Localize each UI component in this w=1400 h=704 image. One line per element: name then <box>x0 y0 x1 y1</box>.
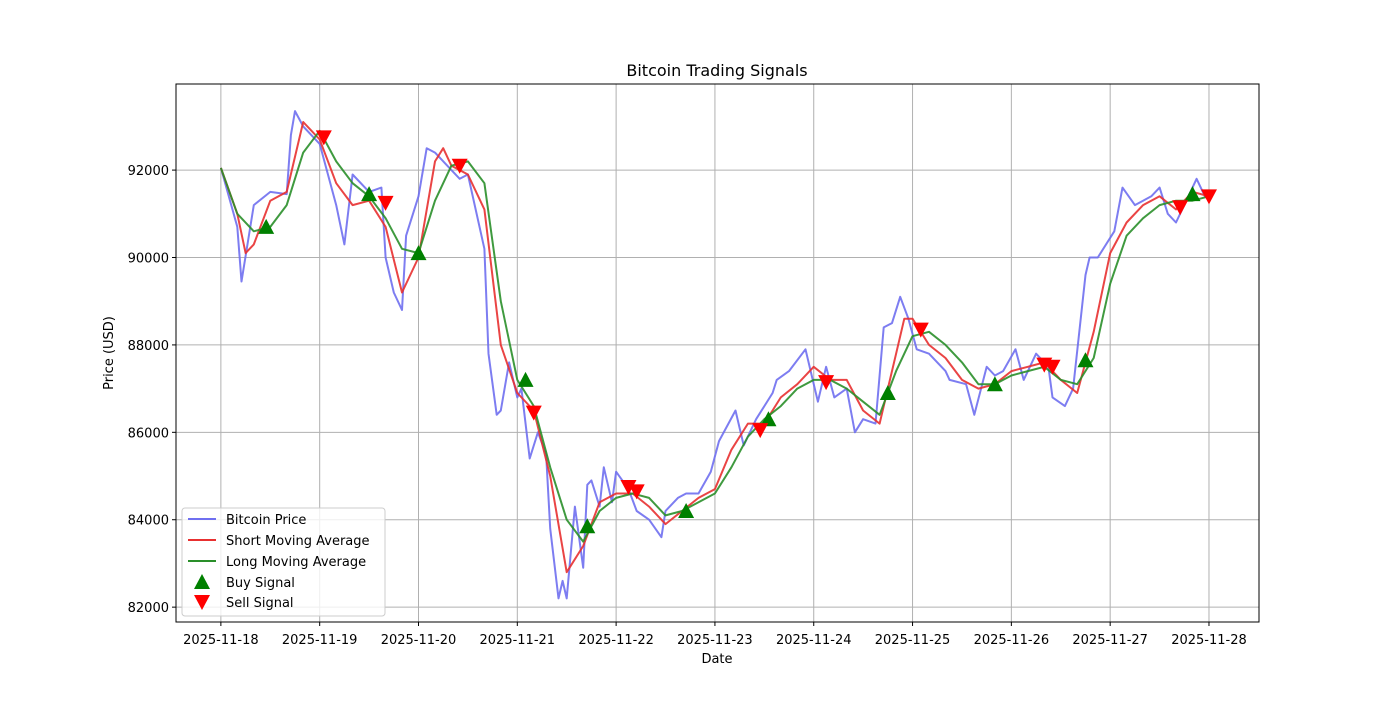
sell-signal-marker <box>628 484 645 500</box>
x-tick-label: 2025-11-28 <box>1171 633 1247 648</box>
y-tick-label: 92000 <box>128 164 169 179</box>
sell-signal-marker <box>1200 189 1217 205</box>
legend-box <box>181 507 386 617</box>
legend-short-ma-label: Short Moving Average <box>226 534 370 549</box>
sell-signal-marker <box>1044 359 1061 375</box>
x-tick-label: 2025-11-21 <box>480 633 556 648</box>
legend-price-label: Bitcoin Price <box>226 513 306 528</box>
sell-signal-marker <box>752 423 769 439</box>
sell-signal-marker <box>620 479 637 495</box>
buy-signal-marker <box>517 371 534 387</box>
x-tick-label: 2025-11-27 <box>1072 633 1148 648</box>
legend-buy-triangle-icon <box>194 574 210 589</box>
y-tick-label: 82000 <box>128 601 169 616</box>
y-tick-label: 86000 <box>128 426 169 441</box>
short-ma-line <box>219 121 1210 574</box>
y-tick-label: 90000 <box>128 252 169 267</box>
buy-signal-marker <box>579 518 596 534</box>
sell-signal-marker <box>525 405 542 421</box>
sell-signal-marker <box>1172 200 1189 216</box>
sell-signal-marker <box>315 130 332 146</box>
chart-title: Bitcoin Trading Signals <box>626 61 807 80</box>
x-tick-label: 2025-11-24 <box>776 633 852 648</box>
sell-signal-marker <box>912 322 929 338</box>
x-axis-label: Date <box>701 652 732 667</box>
buy-signal-marker <box>879 384 896 400</box>
legend-sell-triangle-icon <box>194 595 210 610</box>
buy-signal-marker <box>1184 186 1201 202</box>
y-tick-label: 84000 <box>128 514 169 529</box>
legend-sell-label: Sell Signal <box>226 596 294 611</box>
x-tick-label: 2025-11-26 <box>974 633 1050 648</box>
legend: Bitcoin Price Short Moving Average Long … <box>181 507 386 617</box>
x-tick-label: 2025-11-20 <box>381 633 457 648</box>
y-axis-label: Price (USD) <box>102 316 117 390</box>
x-tick-label: 2025-11-22 <box>578 633 654 648</box>
x-tick-label: 2025-11-18 <box>183 633 259 648</box>
buy-signal-marker <box>410 245 427 261</box>
signal-markers <box>258 130 1217 534</box>
buy-signal-marker <box>361 186 378 202</box>
sell-signal-marker <box>818 375 835 391</box>
legend-buy-label: Buy Signal <box>226 576 295 591</box>
buy-signal-marker <box>258 218 275 234</box>
grid <box>176 84 1259 622</box>
buy-signal-marker <box>1077 352 1094 368</box>
buy-signal-marker <box>986 376 1003 392</box>
y-tick-label: 88000 <box>128 339 169 354</box>
x-axis-ticks: 2025-11-18 2025-11-19 2025-11-20 2025-11-21… <box>183 622 1247 648</box>
buy-signal-marker <box>760 411 777 427</box>
buy-signal-marker <box>678 502 695 518</box>
legend-long-ma-label: Long Moving Average <box>226 555 366 570</box>
sell-signal-marker <box>377 195 394 211</box>
y-axis-ticks: 82000 84000 86000 88000 90000 92000 <box>128 164 176 616</box>
plot-frame <box>175 83 1260 623</box>
x-tick-label: 2025-11-19 <box>282 633 358 648</box>
x-tick-label: 2025-11-23 <box>677 633 753 648</box>
x-tick-label: 2025-11-25 <box>875 633 951 648</box>
sell-signal-marker <box>451 158 468 174</box>
